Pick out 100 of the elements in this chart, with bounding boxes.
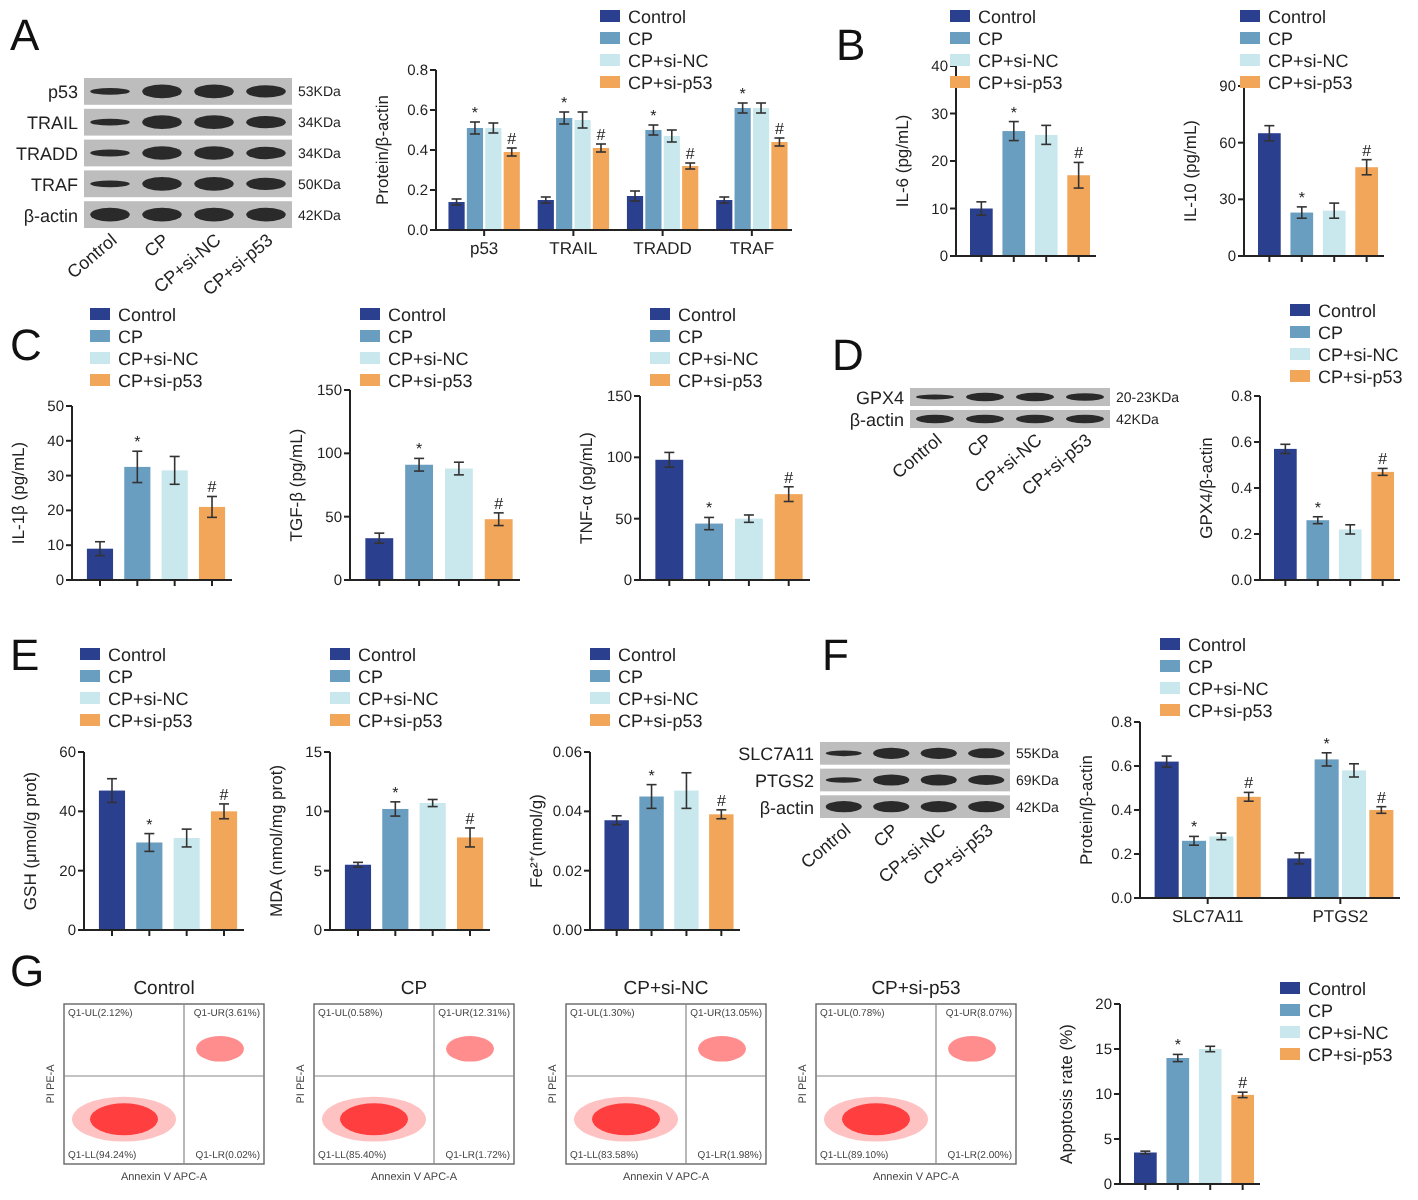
bar [1258,133,1281,256]
legend-label: CP+si-p53 [358,711,443,731]
data-label: * [1010,103,1017,122]
data-label: * [561,94,568,112]
bar [161,470,188,580]
category-label: TRADD [16,144,78,164]
bar [198,506,226,580]
data-label: * [1190,818,1198,837]
bar [734,518,763,580]
legend-label: CP+si-NC [1268,51,1350,71]
data-label: # [507,130,518,148]
bar [1314,759,1339,898]
data-label: # [1378,450,1389,469]
bar [173,838,200,930]
y-axis-title: GPX4/β-actin [1196,436,1216,539]
bar [1369,810,1394,898]
data-label: # [1376,788,1387,807]
text: D [832,330,864,380]
legend-label: CP+si-p53 [1308,1045,1393,1065]
data-label: * [650,107,657,125]
bar [716,200,733,230]
data-label: # [219,785,230,804]
text: Control [133,978,195,1000]
legend-label: Control [678,305,737,325]
data-label: # [465,809,476,828]
legend-label: CP [108,667,134,687]
data-label: * [1298,188,1305,207]
category-label: PTGS2 [754,771,814,791]
text: F [822,630,849,680]
bar [456,837,484,930]
bar [1154,761,1179,898]
bar [674,790,699,930]
legend-label: CP+si-p53 [678,371,763,391]
legend-label: CP+si-p53 [108,711,193,731]
bar [466,128,484,230]
legend-label: Control [978,7,1037,27]
category-label: β-actin [849,410,904,430]
category-label: TRAIL [26,113,78,134]
bar [1034,134,1058,256]
bar [537,200,554,230]
legend-label: Control [1268,7,1327,27]
data-label: # [207,478,218,497]
legend-label: CP+si-NC [1308,1023,1390,1043]
data-label: * [134,433,141,452]
category-label: β-actin [23,205,78,226]
legend-label: Control [388,305,447,325]
bar [1290,212,1314,256]
data-label: # [784,468,795,487]
bar [484,519,513,580]
legend-label: CP [1318,323,1344,343]
data-label: * [648,766,655,785]
legend-label: CP [1268,29,1294,49]
bar [655,459,684,580]
legend-label: Control [618,645,677,665]
data-label: * [1314,498,1321,517]
bar [663,136,680,230]
text: E [10,630,40,680]
legend-label: CP+si-p53 [118,371,203,391]
y-axis-title: IL-6 (pg/mL) [892,114,912,208]
bar [1134,1152,1157,1184]
category-label: SLC7A11 [738,744,814,765]
bar [419,803,446,930]
legend-label: Control [1308,979,1367,999]
text: B [836,20,866,70]
bar [1181,840,1207,898]
data-label: # [716,791,727,810]
legend-label: CP+si-NC [618,689,700,709]
bar [604,820,629,930]
bar [752,108,770,230]
legend-label: CP [628,29,654,49]
legend-label: CP+si-NC [978,51,1060,71]
legend-label: CP [388,327,414,347]
legend-label: CP [618,667,644,687]
category-label: GPX4 [855,388,904,408]
bar [365,538,394,580]
bar [709,814,734,930]
data-label: * [1174,1036,1181,1055]
bar [1341,770,1367,898]
legend-label: CP+si-p53 [628,73,713,93]
bar [682,166,699,230]
bar [771,142,788,230]
bar [695,523,724,580]
y-axis-title: IL-1β (pg/mL) [8,441,28,545]
y-axis-title: IL-10 (pg/mL) [1180,119,1200,223]
y-axis-title: Apoptosis rate (%) [1056,1023,1076,1164]
data-label: # [1238,1074,1249,1093]
x-tick-label: TRAIL [549,238,599,258]
text: CP+si-p53 [871,978,961,1000]
legend-label: Control [118,305,177,325]
bar [485,128,502,230]
bar [405,464,434,580]
legend-label: Control [1318,301,1377,321]
legend-label: CP [118,327,144,347]
y-axis-title: GSH (μmol/g prot) [20,771,40,911]
legend-label: CP [678,327,704,347]
data-label: # [1244,774,1255,793]
y-axis-title: MDA (nmol/mg prot) [266,764,286,918]
bar [556,118,573,230]
legend-label: CP+si-p53 [618,711,703,731]
bar [592,148,610,230]
